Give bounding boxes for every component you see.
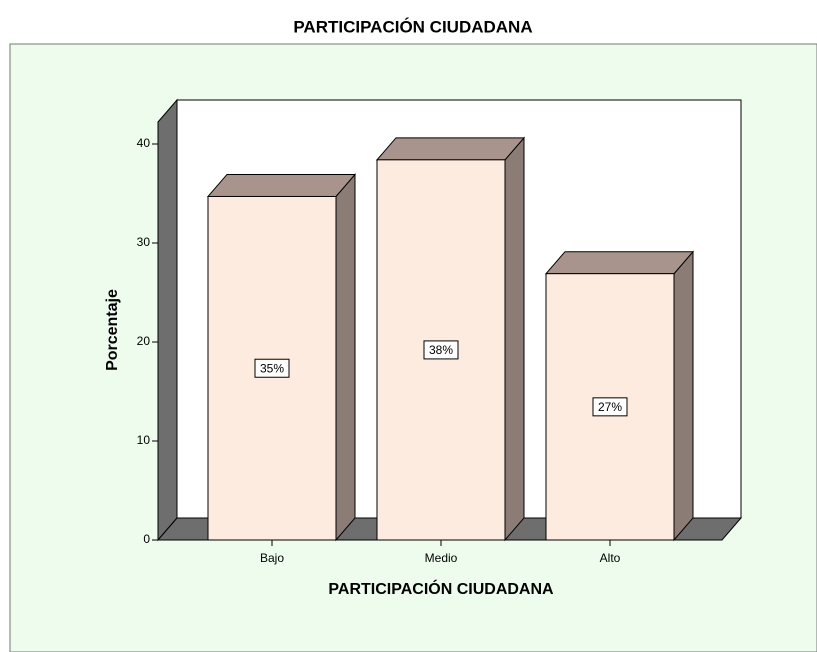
bar-top — [206, 173, 357, 197]
y-tick-label: 10 — [137, 433, 151, 447]
x-axis-label: PARTICIPACIÓN CIUDADANA — [328, 579, 554, 598]
bar-side — [335, 173, 356, 542]
value-label: 27% — [598, 400, 622, 414]
left-wall — [157, 98, 178, 542]
y-tick-label: 20 — [137, 334, 151, 348]
bar-side — [673, 250, 694, 542]
y-axis-label: Porcentaje — [104, 289, 121, 371]
value-label: 38% — [429, 343, 453, 357]
value-label: 35% — [260, 361, 284, 375]
y-tick-label: 40 — [137, 136, 151, 150]
bar-side — [504, 136, 525, 542]
x-tick-label: Medio — [425, 551, 458, 565]
bar-top — [375, 137, 526, 161]
value-label-box — [423, 340, 459, 360]
value-label-box — [254, 358, 290, 378]
bar-top — [544, 251, 695, 275]
x-tick-label: Bajo — [260, 551, 284, 565]
x-tick-label: Alto — [600, 551, 621, 565]
value-label-box — [592, 397, 628, 417]
chart-title: PARTICIPACIÓN CIUDADANA — [293, 17, 532, 36]
y-tick-label: 30 — [137, 235, 151, 249]
y-tick-label: 0 — [143, 532, 150, 546]
